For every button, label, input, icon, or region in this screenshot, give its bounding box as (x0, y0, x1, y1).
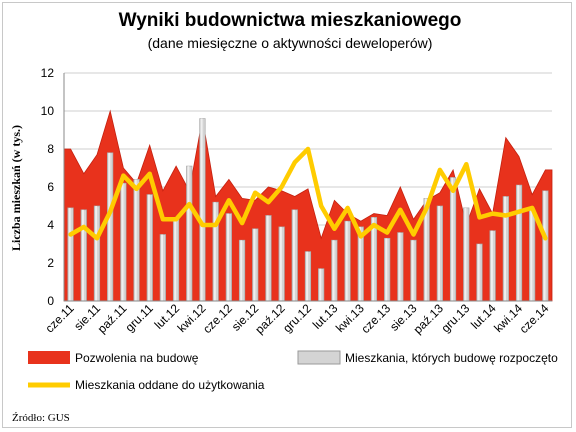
starts-bar-highlight (227, 213, 229, 301)
starts-bar-highlight (161, 234, 163, 301)
starts-bar-highlight (385, 238, 388, 301)
starts-bar-highlight (464, 207, 467, 301)
legend-label-starts: Mieszkania, których budowę rozpoczęto (345, 351, 558, 365)
x-tick-label: paź.11 (95, 301, 130, 336)
y-tick-label: 10 (41, 104, 55, 118)
starts-bar-highlight (332, 240, 335, 301)
y-axis-label: Liczba mieszkań (w tys.) (9, 125, 23, 251)
starts-bar-highlight (359, 226, 361, 301)
legend-item-completions: Mieszkania oddane do użytkowania (28, 378, 265, 392)
starts-bar-highlight (424, 198, 427, 301)
legend-label-permits: Pozwolenia na budowę (75, 351, 199, 365)
x-tick-label: paź.12 (252, 301, 288, 337)
x-tick-label: gru.12 (280, 301, 314, 335)
starts-bar-highlight (543, 190, 546, 301)
starts-bar-highlight (411, 240, 414, 301)
chart-subtitle: (dane miesięczne o aktywności deweloperó… (148, 35, 433, 51)
starts-bar-highlight (372, 217, 375, 301)
completions-line (68, 146, 548, 241)
y-tick-label: 0 (47, 294, 54, 308)
starts-bar-highlight (200, 118, 203, 301)
starts-bar-highlight (134, 179, 137, 301)
starts-bar-highlight (174, 219, 177, 301)
x-tick-label: gru.13 (438, 301, 472, 335)
legend-item-starts: Mieszkania, których budowę rozpoczęto (297, 350, 558, 365)
y-tick-label: 2 (47, 256, 54, 270)
starts-bar-highlight (490, 230, 493, 301)
starts-bar-highlight (451, 177, 454, 301)
starts-bar-highlight (279, 226, 282, 301)
starts-bar-highlight (319, 268, 322, 301)
starts-bar-highlight (530, 209, 533, 301)
starts-bar-highlight (95, 206, 98, 301)
y-tick-label: 4 (47, 218, 54, 232)
starts-bar-highlight (187, 166, 190, 301)
x-tick-label: cze.12 (200, 301, 235, 336)
chart-title: Wyniki budownictwa mieszkaniowego (119, 10, 462, 31)
starts-bar-highlight (68, 207, 71, 301)
y-tick-label: 12 (41, 66, 55, 80)
starts-bar-highlight (121, 183, 124, 301)
starts-bar-highlight (293, 209, 295, 301)
x-tick-label: gru.11 (123, 301, 157, 335)
x-tick-label: paź.13 (411, 301, 447, 337)
source-note: Źródło: GUS (12, 412, 70, 424)
starts-bar-highlight (504, 196, 506, 301)
axes (63, 73, 552, 302)
legend-item-permits: Pozwolenia na budowę (28, 351, 199, 365)
x-tick-labels: cze.11sie.11paź.11gru.11lut.12kwi.12cze.… (42, 301, 551, 337)
completions-line-series (68, 146, 548, 241)
starts-bar-highlight (306, 251, 309, 301)
starts-bar-highlight (148, 194, 150, 301)
y-tick-label: 6 (47, 180, 54, 194)
starts-bar-highlight (517, 185, 520, 301)
legend-label-completions: Mieszkania oddane do użytkowania (75, 378, 265, 392)
starts-bar-highlight (82, 209, 84, 301)
starts-bar-highlight (477, 244, 480, 301)
legend-swatch-permits (28, 351, 70, 364)
legend-swatch-starts (297, 350, 341, 365)
y-tick-labels: 0 2 4 6 8 10 12 (41, 66, 55, 308)
starts-bar-highlight (213, 202, 216, 301)
legend: Pozwolenia na budowę Mieszkania, których… (28, 350, 558, 392)
starts-bar-highlight (266, 215, 269, 301)
starts-bar-highlight (345, 221, 348, 301)
starts-bar-highlight (240, 240, 243, 301)
x-tick-label: cze.13 (358, 301, 393, 336)
starts-bar-highlight (108, 152, 111, 301)
starts-bar-highlight (438, 206, 440, 301)
x-tick-label: cze.14 (517, 301, 552, 336)
starts-bar-highlight (253, 228, 256, 301)
y-tick-label: 8 (47, 142, 54, 156)
starts-bar-highlight (398, 232, 401, 301)
